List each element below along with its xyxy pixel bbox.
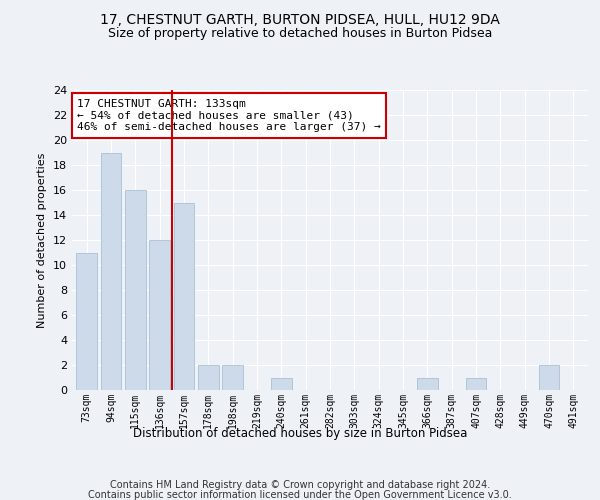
Bar [76,252,97,390]
Bar [101,152,121,390]
Text: 17, CHESTNUT GARTH, BURTON PIDSEA, HULL, HU12 9DA: 17, CHESTNUT GARTH, BURTON PIDSEA, HULL,… [100,12,500,26]
Text: Size of property relative to detached houses in Burton Pidsea: Size of property relative to detached ho… [108,28,492,40]
Bar [466,378,487,390]
Bar [125,190,146,390]
Text: Contains public sector information licensed under the Open Government Licence v3: Contains public sector information licen… [88,490,512,500]
Bar [222,365,243,390]
Bar [271,378,292,390]
Text: 17 CHESTNUT GARTH: 133sqm
← 54% of detached houses are smaller (43)
46% of semi-: 17 CHESTNUT GARTH: 133sqm ← 54% of detac… [77,99,381,132]
Bar [198,365,218,390]
Text: Contains HM Land Registry data © Crown copyright and database right 2024.: Contains HM Land Registry data © Crown c… [110,480,490,490]
Bar [417,378,438,390]
Y-axis label: Number of detached properties: Number of detached properties [37,152,47,328]
Bar [173,202,194,390]
Text: Distribution of detached houses by size in Burton Pidsea: Distribution of detached houses by size … [133,428,467,440]
Bar [539,365,559,390]
Bar [149,240,170,390]
